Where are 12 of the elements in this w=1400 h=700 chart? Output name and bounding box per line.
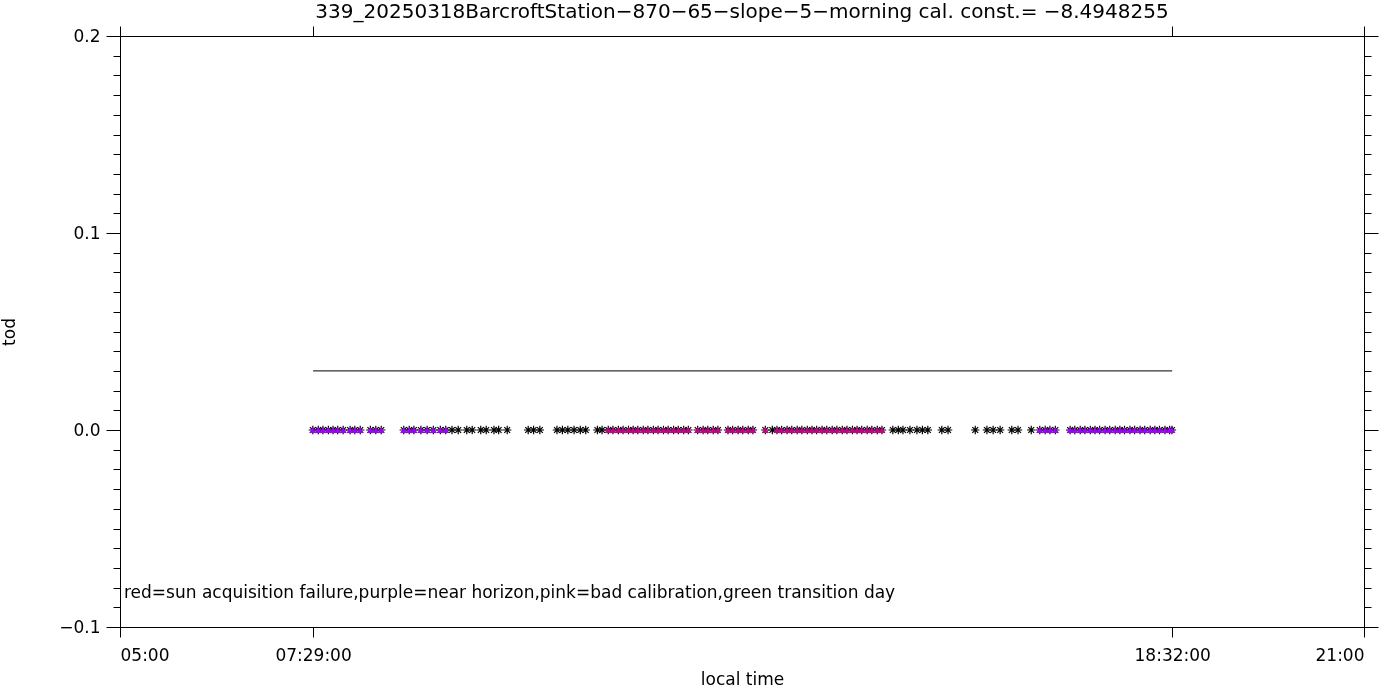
- x-tick-label: 21:00: [1315, 644, 1365, 665]
- y-axis-title: tod: [0, 318, 20, 346]
- chart-title: 339_20250318BarcroftStation−870−65−slope−5−morning cal. const.= −8.4948255: [315, 0, 1169, 23]
- x-tick-label: 18:32:00: [1134, 644, 1211, 665]
- x-axis-title: local time: [700, 668, 785, 689]
- y-tick-label: 0.1: [73, 222, 101, 243]
- y-tick-label: 0.0: [73, 419, 101, 440]
- y-tick-label: 0.2: [73, 25, 101, 46]
- x-tick-label: 07:29:00: [275, 644, 352, 665]
- x-tick-label: 05:00: [120, 644, 170, 665]
- y-tick-label: −0.1: [59, 616, 101, 637]
- annotation: red=sun acquisition failure,purple=near horizon,pink=bad calibration,green transition day: [124, 582, 896, 602]
